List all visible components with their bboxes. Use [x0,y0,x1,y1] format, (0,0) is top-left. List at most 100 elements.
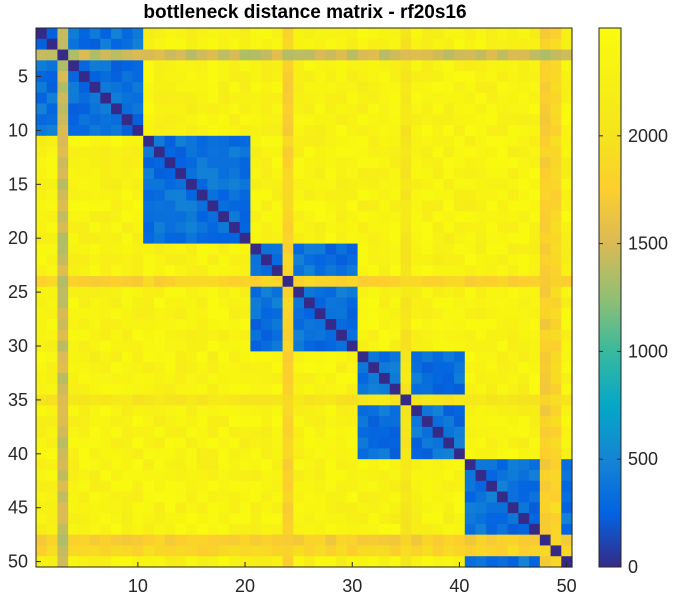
heatmap-cell [336,222,348,234]
heatmap-cell [379,168,391,180]
heatmap-cell [304,71,316,83]
heatmap-cell [411,329,423,342]
heatmap-cell [496,308,509,320]
heatmap-cell [357,49,369,61]
heatmap-cell [314,340,327,352]
heatmap-cell [443,200,455,212]
heatmap-cell [121,340,134,352]
heatmap-cell [89,189,101,202]
heatmap-cell [357,211,369,223]
heatmap-cell [218,448,230,460]
heatmap-cell [196,178,209,191]
heatmap-cell [111,157,123,169]
heatmap-cell [196,243,209,255]
heatmap-cell [443,405,455,417]
heatmap-cell [57,286,69,299]
heatmap-cell [293,211,305,223]
heatmap-cell [336,200,348,212]
heatmap-cell [304,426,316,439]
heatmap-cell [539,103,552,115]
heatmap-cell [68,189,80,202]
heatmap-cell [486,329,498,342]
heatmap-cell [186,211,198,223]
heatmap-cell [228,114,241,126]
heatmap-cell [550,81,562,94]
heatmap-cell [111,28,123,40]
heatmap-cell [561,92,573,105]
heatmap-cell [357,308,369,320]
heatmap-cell [368,286,380,299]
heatmap-cell [293,146,305,158]
heatmap-cell [261,383,273,396]
heatmap-cell [89,265,101,277]
heatmap-cell [357,254,369,266]
heatmap-cell [261,265,273,277]
heatmap-cell [164,38,176,51]
heatmap-cell [100,28,112,40]
heatmap-cell [228,28,241,40]
heatmap-cell [293,114,305,126]
heatmap-cell [518,297,530,309]
heatmap-cell [261,286,273,299]
heatmap-cell [186,469,198,482]
heatmap-cell [336,28,348,40]
heatmap-cell [304,394,316,406]
heatmap-cell [111,265,123,277]
heatmap-cell [454,71,466,83]
heatmap-cell [261,92,273,105]
heatmap-cell [153,405,166,417]
heatmap-cell [57,416,69,428]
heatmap-cell [336,71,348,83]
heatmap-cell [550,200,562,212]
y-tick-label: 35 [8,390,28,410]
heatmap-cell [261,351,273,363]
heatmap-cell [550,135,562,148]
heatmap-cell [357,81,369,94]
heatmap-cell [411,480,423,493]
heatmap-cell [518,222,530,234]
heatmap-cell [325,254,337,266]
heatmap-cell [36,523,48,536]
heatmap-cell [443,38,455,51]
heatmap-cell [164,351,176,363]
heatmap-cell [507,362,519,374]
heatmap-cell [389,372,402,385]
heatmap-cell [539,448,552,460]
heatmap-cell [36,92,48,105]
heatmap-cell [132,92,144,105]
heatmap-cell [529,146,541,158]
heatmap-cell [518,437,530,450]
heatmap-cell [400,405,412,417]
heatmap-cell [164,157,176,169]
heatmap-cell [111,178,123,191]
heatmap-cell [411,523,423,536]
heatmap-cell [153,60,166,72]
heatmap-cell [36,114,48,126]
heatmap-cell [89,49,101,61]
heatmap-cell [443,416,455,428]
heatmap-cell [218,200,230,212]
heatmap-cell [143,211,155,223]
heatmap-cell [325,491,337,503]
heatmap-cell [261,125,273,137]
heatmap-cell [464,92,477,105]
heatmap-cell [421,437,434,450]
y-tick-label: 10 [8,120,28,140]
heatmap-cell [507,211,519,223]
heatmap-cell [68,135,80,148]
heatmap-cell [314,469,327,482]
heatmap-cell [432,362,444,374]
heatmap-cell [250,38,262,51]
heatmap-cell [464,28,477,40]
heatmap-cell [304,545,316,557]
heatmap-cell [196,49,209,61]
heatmap-cell [175,502,187,514]
heatmap-cell [496,243,509,255]
heatmap-cell [561,60,573,72]
heatmap-cell [400,340,412,352]
heatmap-cell [132,491,144,503]
heatmap-cell [196,362,209,374]
heatmap-cell [261,480,273,493]
heatmap-cell [336,275,348,288]
heatmap-cell [293,60,305,72]
